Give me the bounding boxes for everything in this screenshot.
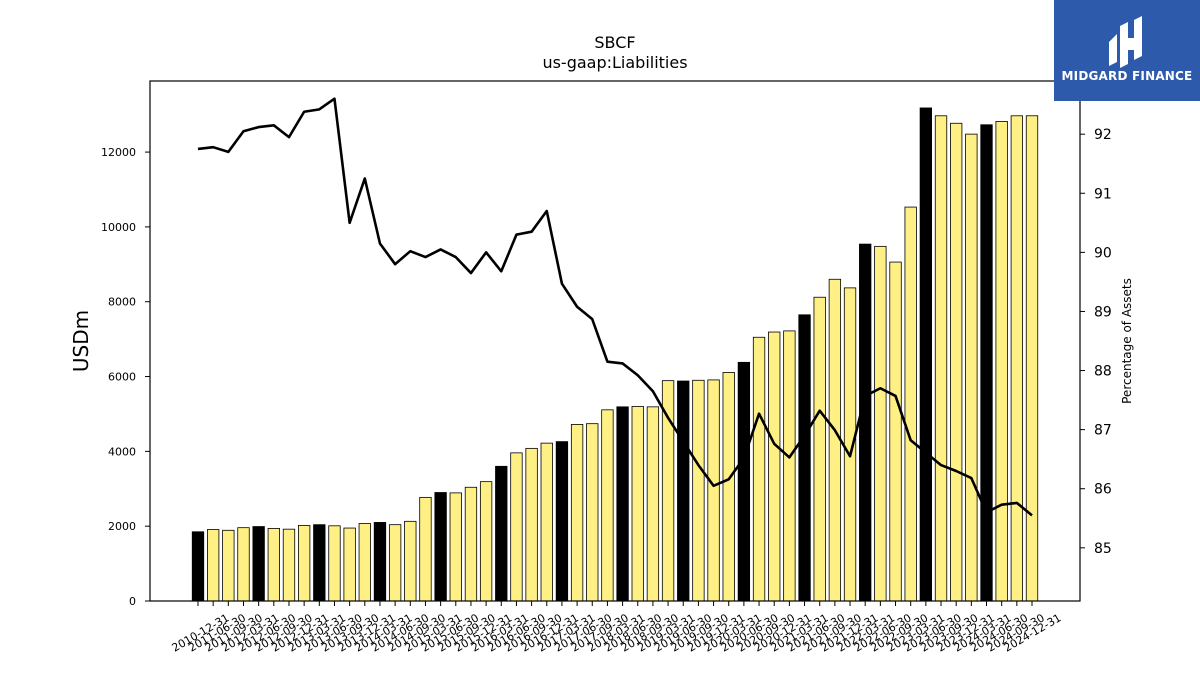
bar [768,331,781,602]
bar [495,465,508,602]
bar [889,261,902,602]
logo-mark-icon [1109,16,1142,68]
y-axis-label: USDm [69,310,93,372]
left-axis: 0 2000 4000 6000 8000 10000 12000 [101,146,150,608]
bar [707,379,720,602]
bar [965,133,978,602]
company-logo: MIDGARD FINANCE [1054,0,1200,101]
chart-subtitle: us-gaap:Liabilities [542,53,687,72]
bar [737,361,751,602]
bar [479,481,493,602]
bar [464,486,478,602]
bar [813,296,826,602]
bar [828,278,842,602]
y2-tick-label: 91 [1094,186,1112,202]
bar [267,528,280,602]
bar [237,527,250,602]
y-tick-label: 0 [129,595,136,608]
bar [313,524,326,602]
y2-tick-label: 92 [1094,127,1112,143]
bar [373,522,387,602]
chart-title: SBCF [594,33,635,52]
bar [950,122,963,602]
bar [449,492,462,602]
bar [404,520,417,602]
bar [358,523,371,602]
y-tick-label: 10000 [101,221,136,234]
bar [510,452,523,602]
y-tick-label: 12000 [101,146,136,159]
bar [555,441,569,602]
bar [297,525,311,602]
bar [601,409,614,602]
bar [798,314,811,602]
bar [434,492,447,602]
bar [570,424,584,602]
bar [1025,115,1039,602]
y2-tick-label: 85 [1094,541,1112,557]
bar [752,336,766,602]
y-tick-label: 4000 [108,445,136,458]
bar [207,529,220,602]
bar [586,423,599,602]
bar [540,442,553,602]
bar-series [191,107,1039,602]
bar [252,526,265,602]
bar [934,115,948,602]
bar [343,527,356,602]
bar [222,529,235,602]
y2-tick-label: 90 [1094,245,1112,261]
percentage-line [197,97,1033,517]
y2-tick-label: 87 [1094,423,1112,439]
y-tick-label: 8000 [108,296,136,309]
bar [692,379,705,602]
y2-tick-label: 88 [1094,364,1112,380]
bar [631,406,644,602]
bar [388,524,402,602]
right-axis: 85 86 87 88 89 90 91 92 [1080,127,1112,557]
bar [616,406,629,602]
x-axis: 2010-12-312011-06-302011-09-302012-03-31… [170,601,1064,655]
bar [995,121,1008,602]
bar [646,406,660,602]
bar [191,531,205,602]
y2-axis-label: Percentage of Assets [1120,278,1134,404]
bar [859,243,872,602]
bar [904,206,917,602]
logo-text: MIDGARD FINANCE [1061,69,1193,83]
y2-tick-label: 86 [1094,482,1112,498]
bar [677,380,690,602]
bar [282,528,296,602]
bar [328,525,341,602]
bar [419,496,432,602]
bar [1010,115,1023,602]
y-tick-label: 2000 [108,520,136,533]
plot-frame [149,80,1081,602]
bar [525,447,538,602]
bar [980,124,993,602]
y2-tick-label: 89 [1094,304,1112,320]
bar [874,245,887,602]
bar [722,372,735,602]
line-series [197,97,1033,517]
bar [783,330,796,602]
bar [661,380,675,602]
bar [919,107,932,602]
y-tick-label: 6000 [108,371,136,384]
